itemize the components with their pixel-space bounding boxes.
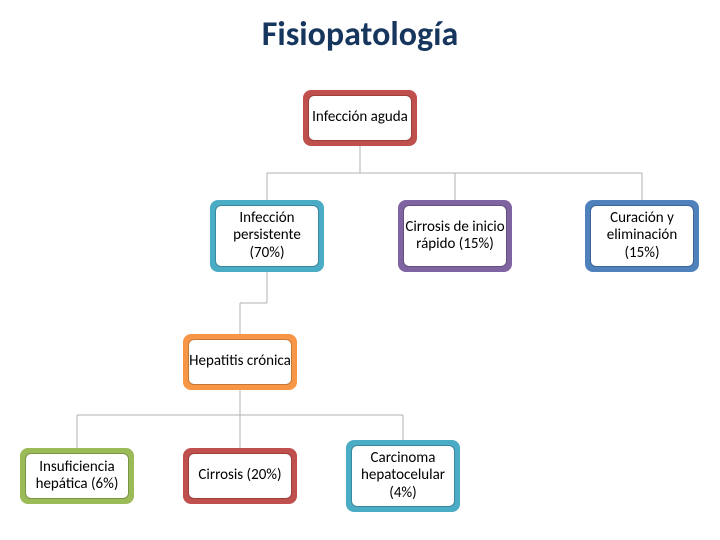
node-insuficiencia: Insuficiencia hepática (6%) <box>20 448 134 504</box>
node-carcinoma: Carcinoma hepatocelular (4%) <box>346 440 460 512</box>
title-text: Fisiopatología <box>262 14 458 55</box>
node-persistente: Infección persistente (70%) <box>210 200 324 272</box>
node-cirrosis_rapida: Cirrosis de inicio rápido (15%) <box>398 200 512 272</box>
node-hepatitis: Hepatitis crónica <box>183 334 297 390</box>
node-label: Curación y eliminación (15%) <box>589 210 695 262</box>
node-label: Cirrosis (20%) <box>198 467 281 484</box>
node-label: Carcinoma hepatocelular (4%) <box>350 450 456 502</box>
node-label: Hepatitis crónica <box>189 353 291 370</box>
node-curacion: Curación y eliminación (15%) <box>585 200 699 272</box>
node-cirrosis20: Cirrosis (20%) <box>183 448 297 504</box>
node-label: Cirrosis de inicio rápido (15%) <box>402 219 508 254</box>
node-label: Insuficiencia hepática (6%) <box>24 459 130 494</box>
page-title: Fisiopatología <box>0 14 720 55</box>
node-label: Infección aguda <box>312 109 408 126</box>
node-root: Infección aguda <box>303 90 417 146</box>
node-label: Infección persistente (70%) <box>214 210 320 262</box>
